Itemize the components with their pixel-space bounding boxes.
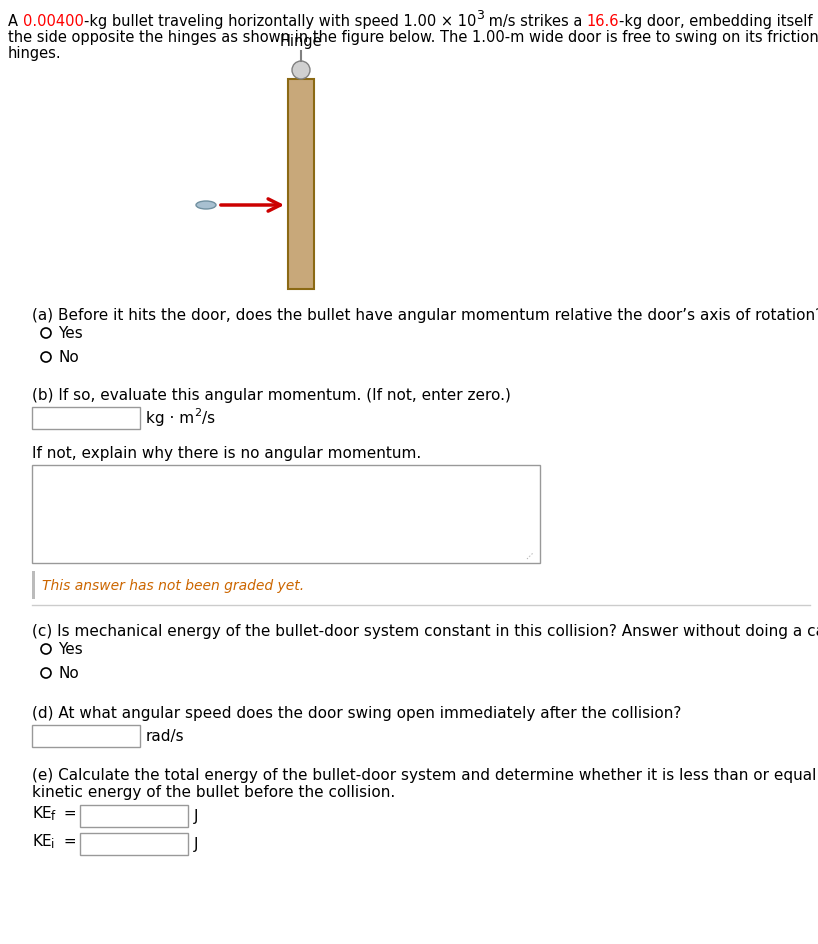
Text: 0.00400: 0.00400 xyxy=(23,14,83,29)
Text: the side opposite the hinges as shown in the figure below. The 1.00-m wide door : the side opposite the hinges as shown in… xyxy=(8,30,818,45)
Text: Yes: Yes xyxy=(58,327,83,341)
Text: 16.6: 16.6 xyxy=(587,14,619,29)
Text: f: f xyxy=(51,809,55,822)
Bar xyxy=(80,834,188,855)
Text: No: No xyxy=(58,666,79,681)
Text: -kg door, embedding itself: -kg door, embedding itself xyxy=(619,14,817,29)
Text: No: No xyxy=(58,350,79,365)
Ellipse shape xyxy=(196,202,216,210)
Text: =: = xyxy=(59,805,82,820)
Text: Yes: Yes xyxy=(58,642,83,657)
Text: /s: /s xyxy=(202,411,215,426)
Text: KE: KE xyxy=(32,805,52,820)
Text: 2: 2 xyxy=(194,408,201,417)
Text: m/s strikes a: m/s strikes a xyxy=(483,14,587,29)
Text: 3: 3 xyxy=(476,9,483,22)
Text: (e) Calculate the total energy of the bullet-door system and determine whether i: (e) Calculate the total energy of the bu… xyxy=(32,767,818,783)
Bar xyxy=(32,725,140,748)
Text: i: i xyxy=(51,837,54,851)
Text: (a) Before it hits the door, does the bullet have angular momentum relative the : (a) Before it hits the door, does the bu… xyxy=(32,308,818,323)
Bar xyxy=(32,408,140,430)
Text: J: J xyxy=(194,836,199,851)
Bar xyxy=(80,805,188,827)
Text: This answer has not been graded yet.: This answer has not been graded yet. xyxy=(42,579,304,593)
Circle shape xyxy=(41,645,51,654)
Text: Hinge: Hinge xyxy=(280,34,322,49)
Text: (b) If so, evaluate this angular momentum. (If not, enter zero.): (b) If so, evaluate this angular momentu… xyxy=(32,388,511,402)
Text: -kg bullet traveling horizontally with speed 1.00 × 10: -kg bullet traveling horizontally with s… xyxy=(83,14,476,29)
Bar xyxy=(32,465,540,564)
Circle shape xyxy=(292,62,310,80)
Circle shape xyxy=(41,353,51,362)
Circle shape xyxy=(41,668,51,679)
Bar xyxy=(288,80,314,290)
Text: hinges.: hinges. xyxy=(8,46,61,61)
Text: KE: KE xyxy=(32,834,52,848)
Text: rad/s: rad/s xyxy=(146,729,185,744)
Text: A: A xyxy=(8,14,23,29)
Text: (d) At what angular speed does the door swing open immediately after the collisi: (d) At what angular speed does the door … xyxy=(32,705,681,720)
Bar xyxy=(32,571,35,599)
Text: J: J xyxy=(194,809,199,823)
Circle shape xyxy=(41,329,51,339)
Text: If not, explain why there is no angular momentum.: If not, explain why there is no angular … xyxy=(32,446,421,461)
Text: kg · m: kg · m xyxy=(146,411,194,426)
Text: (c) Is mechanical energy of the bullet-door system constant in this collision? A: (c) Is mechanical energy of the bullet-d… xyxy=(32,623,818,638)
Text: ⋯: ⋯ xyxy=(523,548,537,562)
Text: kinetic energy of the bullet before the collision.: kinetic energy of the bullet before the … xyxy=(32,784,395,800)
Text: =: = xyxy=(59,834,82,848)
